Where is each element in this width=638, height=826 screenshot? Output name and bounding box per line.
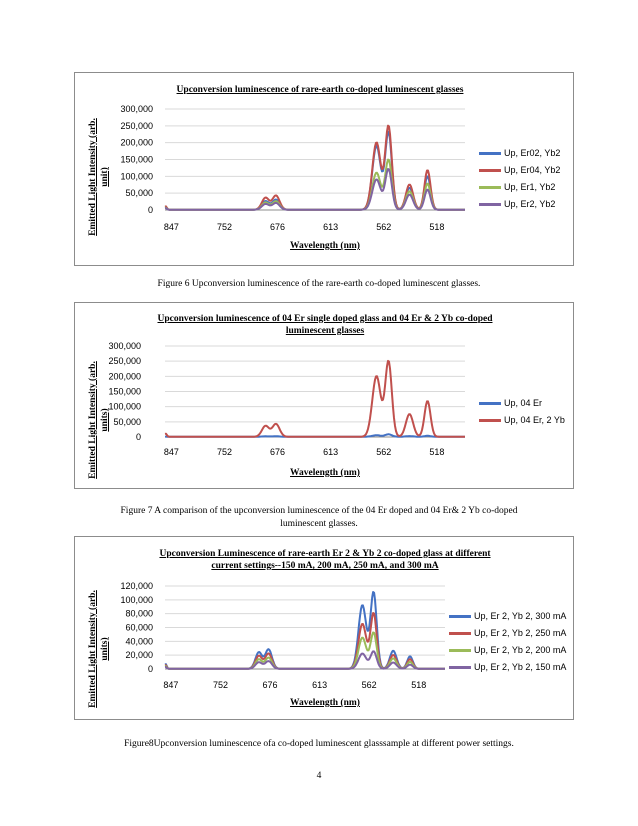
- y-tick-label: 100,000: [108, 402, 141, 412]
- x-tick-label: 613: [323, 447, 338, 457]
- figure-7-caption: Figure 7 A comparison of the upconversio…: [120, 506, 518, 529]
- chart-2-title: Upconversion luminescence of 04 Er singl…: [157, 314, 493, 336]
- series-line: [164, 130, 465, 211]
- x-tick-label: 676: [270, 447, 285, 457]
- y-tick-label: 0: [148, 205, 153, 215]
- series-line: [164, 168, 465, 211]
- x-tick-label: 752: [213, 680, 228, 690]
- series-line: [164, 158, 465, 211]
- y-tick-label: 0: [136, 432, 141, 442]
- legend-swatch: [479, 419, 501, 422]
- y-tick-label: 300,000: [108, 341, 141, 351]
- x-tick-label: 847: [164, 447, 179, 457]
- x-tick-label: 847: [163, 680, 178, 690]
- x-tick-label: 676: [263, 680, 278, 690]
- chart-2-x-label: Wavelength (nm): [290, 468, 360, 478]
- x-tick-label: 613: [323, 222, 338, 232]
- chart-1-title: Upconversion luminescence of rare-earth …: [176, 85, 464, 95]
- legend-label: Up, Er04, Yb2: [504, 165, 561, 175]
- chart-1-x-label: Wavelength (nm): [290, 241, 360, 251]
- y-tick-label: 100,000: [120, 171, 153, 181]
- y-tick-label: 80,000: [125, 609, 153, 619]
- legend-swatch: [449, 615, 471, 618]
- y-tick-label: 200,000: [108, 371, 141, 381]
- y-tick-label: 60,000: [125, 623, 153, 633]
- legend-swatch: [479, 402, 501, 405]
- legend-swatch: [479, 186, 501, 189]
- y-tick-label: 120,000: [120, 581, 153, 591]
- series-line: [164, 631, 446, 670]
- legend-swatch: [449, 632, 471, 635]
- legend-swatch: [479, 152, 501, 155]
- y-tick-label: 250,000: [120, 121, 153, 131]
- series-line: [164, 650, 446, 670]
- legend-swatch: [479, 169, 501, 172]
- series-line: [164, 124, 465, 211]
- y-tick-label: 100,000: [120, 595, 153, 605]
- x-tick-label: 613: [312, 680, 327, 690]
- x-tick-label: 518: [411, 680, 426, 690]
- series-line: [164, 359, 465, 438]
- y-tick-label: 50,000: [125, 188, 153, 198]
- x-tick-label: 752: [217, 222, 232, 232]
- y-tick-label: 0: [148, 664, 153, 674]
- legend-swatch: [479, 203, 501, 206]
- legend-label: Up, Er02, Yb2: [504, 148, 561, 158]
- x-tick-label: 847: [164, 222, 179, 232]
- legend-swatch: [449, 666, 471, 669]
- legend-label: Up, 04 Er: [504, 398, 543, 408]
- y-tick-label: 200,000: [120, 138, 153, 148]
- x-tick-label: 562: [362, 680, 377, 690]
- x-tick-label: 562: [376, 447, 391, 457]
- chart-2: Upconversion luminescence of 04 Er singl…: [74, 302, 574, 489]
- chart-3: Upconversion Luminescence of rare-earth …: [74, 536, 574, 720]
- legend-label: Up, Er 2, Yb 2, 300 mA: [474, 611, 567, 621]
- chart-1: Upconversion luminescence of rare-earth …: [74, 72, 574, 266]
- figure-8-caption: Figure8Upconversion luminescence ofa co-…: [124, 739, 514, 749]
- legend-label: Up, Er1, Yb2: [504, 182, 556, 192]
- y-tick-label: 50,000: [113, 417, 141, 427]
- y-tick-label: 20,000: [125, 650, 153, 660]
- x-tick-label: 518: [429, 222, 444, 232]
- legend-label: Up, 04 Er, 2 Yb: [504, 415, 565, 425]
- y-tick-label: 300,000: [120, 104, 153, 114]
- page-number: 4: [316, 771, 322, 781]
- figure-6-caption: Figure 6 Upconversion luminescence of th…: [157, 279, 481, 289]
- legend-label: Up, Er 2, Yb 2, 150 mA: [474, 662, 567, 672]
- y-tick-label: 40,000: [125, 636, 153, 646]
- x-tick-label: 562: [376, 222, 391, 232]
- chart-3-x-label: Wavelength (nm): [290, 698, 360, 708]
- series-line: [164, 591, 446, 670]
- y-tick-label: 250,000: [108, 356, 141, 366]
- y-tick-label: 150,000: [120, 155, 153, 165]
- legend-label: Up, Er 2, Yb 2, 250 mA: [474, 628, 567, 638]
- y-tick-label: 150,000: [108, 387, 141, 397]
- chart-1-plot: 0 50,000 100,000 150,000 200,000 250,000 300,0…: [120, 104, 465, 232]
- legend-label: Up, Er2, Yb2: [504, 199, 556, 209]
- chart-3-plot: 0 20,000 40,000 60,000 80,000 100,000 120,000 8…: [120, 581, 446, 690]
- chart-3-title: Upconversion Luminescence of rare-earth …: [159, 549, 491, 571]
- legend-label: Up, Er 2, Yb 2, 200 mA: [474, 645, 567, 655]
- x-tick-label: 752: [217, 447, 232, 457]
- chart-2-plot: 0 50,000 100,000 150,000 200,000 250,000 300,0…: [108, 341, 465, 457]
- x-tick-label: 518: [429, 447, 444, 457]
- x-tick-label: 676: [270, 222, 285, 232]
- legend-swatch: [449, 649, 471, 652]
